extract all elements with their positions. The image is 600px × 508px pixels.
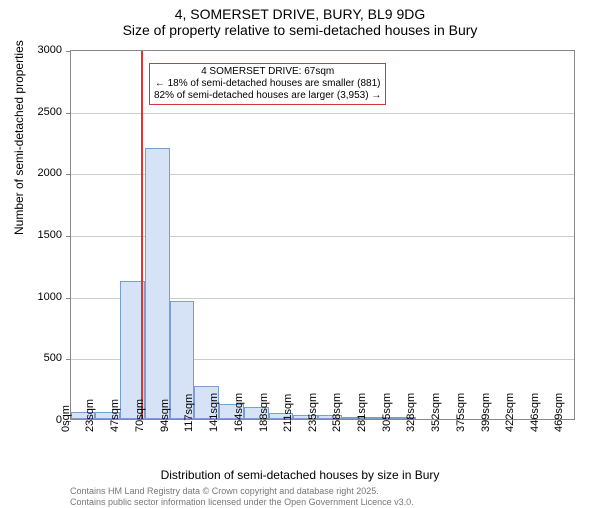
annotation-line: 82% of semi-detached houses are larger (… — [154, 90, 381, 102]
plot-area: 4 SOMERSET DRIVE: 67sqm← 18% of semi-det… — [70, 50, 575, 420]
histogram-bar — [145, 148, 170, 419]
y-tick-mark — [66, 236, 71, 237]
y-tick-label: 2500 — [22, 106, 62, 118]
annotation-line: 4 SOMERSET DRIVE: 67sqm — [154, 66, 381, 78]
title-block: 4, SOMERSET DRIVE, BURY, BL9 9DG Size of… — [0, 0, 600, 38]
x-axis-label: Distribution of semi-detached houses by … — [0, 468, 600, 482]
y-tick-mark — [66, 174, 71, 175]
y-tick-label: 0 — [22, 414, 62, 426]
chart-area: 4 SOMERSET DRIVE: 67sqm← 18% of semi-det… — [70, 50, 575, 420]
y-tick-mark — [66, 113, 71, 114]
title-line1: 4, SOMERSET DRIVE, BURY, BL9 9DG — [0, 6, 600, 22]
y-tick-mark — [66, 359, 71, 360]
y-tick-label: 500 — [22, 352, 62, 364]
y-tick-label: 1500 — [22, 229, 62, 241]
marker-line — [141, 51, 143, 419]
grid-line — [71, 113, 574, 114]
attribution-line1: Contains HM Land Registry data © Crown c… — [70, 486, 414, 497]
title-line2: Size of property relative to semi-detach… — [0, 22, 600, 38]
y-tick-mark — [66, 298, 71, 299]
attribution-line2: Contains public sector information licen… — [70, 497, 414, 508]
attribution: Contains HM Land Registry data © Crown c… — [70, 486, 414, 508]
y-tick-label: 2000 — [22, 167, 62, 179]
y-tick-label: 3000 — [22, 44, 62, 56]
y-tick-label: 1000 — [22, 291, 62, 303]
annotation-line: ← 18% of semi-detached houses are smalle… — [154, 78, 381, 90]
y-axis-label: Number of semi-detached properties — [12, 40, 26, 235]
y-tick-mark — [66, 51, 71, 52]
annotation-box: 4 SOMERSET DRIVE: 67sqm← 18% of semi-det… — [149, 63, 386, 105]
